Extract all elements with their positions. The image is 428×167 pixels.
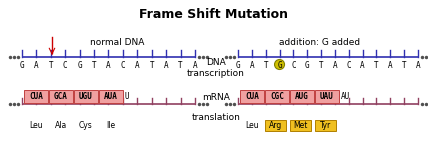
Text: U: U xyxy=(125,92,130,101)
Text: Ile: Ile xyxy=(107,121,116,130)
Text: T: T xyxy=(92,61,96,70)
Text: T: T xyxy=(263,61,268,70)
Text: G: G xyxy=(77,61,82,70)
Text: Tyr: Tyr xyxy=(320,121,331,130)
Text: Frame Shift Mutation: Frame Shift Mutation xyxy=(140,8,288,21)
Text: translation: translation xyxy=(192,113,241,122)
Text: UAU: UAU xyxy=(320,92,334,101)
Text: A: A xyxy=(135,61,140,70)
Text: Cys: Cys xyxy=(79,121,93,130)
Text: A: A xyxy=(164,61,169,70)
Text: T: T xyxy=(374,61,379,70)
Text: mRNA: mRNA xyxy=(202,93,230,102)
FancyBboxPatch shape xyxy=(315,90,339,103)
Text: Arg: Arg xyxy=(269,121,282,130)
Text: T: T xyxy=(402,61,407,70)
Text: AUA: AUA xyxy=(104,92,118,101)
Text: T: T xyxy=(178,61,183,70)
Text: G: G xyxy=(305,61,309,70)
Text: A: A xyxy=(416,61,420,70)
FancyBboxPatch shape xyxy=(315,120,336,131)
Text: C: C xyxy=(291,61,296,70)
Text: T: T xyxy=(149,61,154,70)
Text: T: T xyxy=(48,61,53,70)
Text: G: G xyxy=(277,61,282,70)
Text: Leu: Leu xyxy=(245,121,259,130)
Text: normal DNA: normal DNA xyxy=(90,38,144,47)
Text: A: A xyxy=(360,61,365,70)
Text: AU: AU xyxy=(341,92,350,101)
Circle shape xyxy=(274,59,285,69)
Text: CGC: CGC xyxy=(270,92,284,101)
FancyBboxPatch shape xyxy=(290,90,314,103)
FancyBboxPatch shape xyxy=(24,90,48,103)
Text: G: G xyxy=(236,61,240,70)
Text: Met: Met xyxy=(293,121,308,130)
Text: Ala: Ala xyxy=(55,121,67,130)
Text: addition: G added: addition: G added xyxy=(279,38,360,47)
FancyBboxPatch shape xyxy=(74,90,98,103)
Text: Leu: Leu xyxy=(29,121,43,130)
Text: A: A xyxy=(106,61,111,70)
Text: C: C xyxy=(121,61,125,70)
Text: CUA: CUA xyxy=(245,92,259,101)
FancyBboxPatch shape xyxy=(240,90,264,103)
Text: C: C xyxy=(346,61,351,70)
Text: AUG: AUG xyxy=(295,92,309,101)
Text: C: C xyxy=(63,61,68,70)
FancyBboxPatch shape xyxy=(49,90,73,103)
FancyBboxPatch shape xyxy=(290,120,311,131)
FancyBboxPatch shape xyxy=(265,120,286,131)
Text: A: A xyxy=(250,61,254,70)
Text: GCA: GCA xyxy=(54,92,68,101)
Text: G: G xyxy=(20,61,24,70)
Text: T: T xyxy=(319,61,324,70)
FancyBboxPatch shape xyxy=(265,90,289,103)
Text: A: A xyxy=(333,61,337,70)
Text: CUA: CUA xyxy=(29,92,43,101)
Text: A: A xyxy=(388,61,392,70)
Text: A: A xyxy=(193,61,197,70)
Text: DNA
transcription: DNA transcription xyxy=(187,58,245,78)
Text: UGU: UGU xyxy=(79,92,93,101)
FancyBboxPatch shape xyxy=(99,90,123,103)
Text: A: A xyxy=(34,61,39,70)
